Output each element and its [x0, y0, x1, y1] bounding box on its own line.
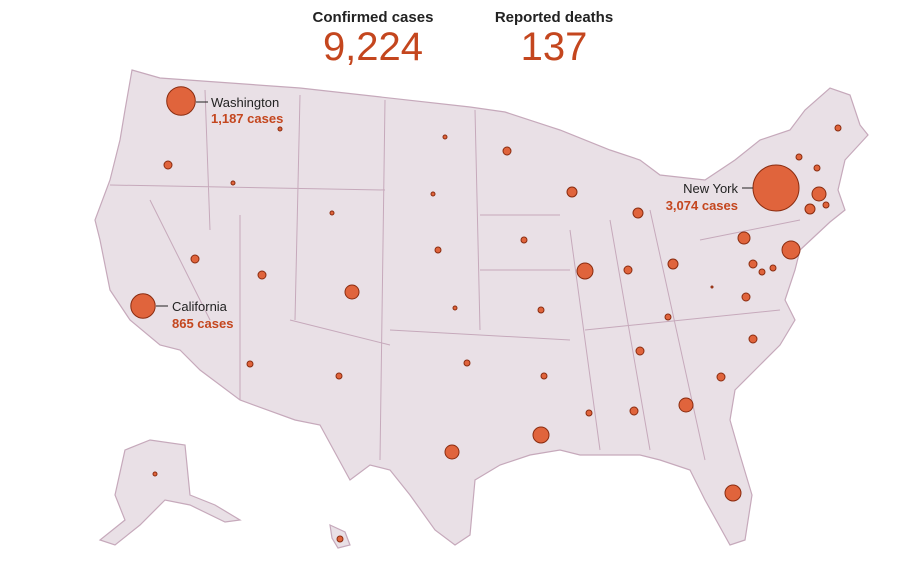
bubble — [623, 265, 633, 275]
bubble — [344, 284, 360, 300]
bubble — [566, 186, 578, 198]
bubble — [152, 471, 158, 477]
bubble — [257, 270, 267, 280]
bubble — [246, 360, 254, 368]
deaths-label: Reported deaths — [495, 9, 613, 26]
state-name: Washington — [211, 95, 279, 110]
bubble — [752, 164, 800, 212]
bubble — [540, 372, 548, 380]
case-label: 865 cases — [172, 316, 233, 331]
bubble — [758, 268, 766, 276]
bubble — [585, 409, 593, 417]
bubble — [632, 207, 644, 219]
bubble — [166, 86, 196, 116]
bubble — [502, 146, 512, 156]
land — [94, 69, 869, 549]
bubble — [520, 236, 528, 244]
bubble — [463, 359, 471, 367]
case-label: 3,074 cases — [666, 198, 738, 213]
bubble — [811, 186, 827, 202]
bubble — [710, 285, 714, 289]
leaders — [156, 101, 753, 307]
bubble — [532, 426, 550, 444]
bubble — [664, 313, 672, 321]
bubble — [804, 203, 816, 215]
bubble — [737, 231, 751, 245]
confirmed-value: 9,224 — [323, 25, 423, 69]
bubble — [190, 254, 200, 264]
bubble — [781, 240, 801, 260]
bubble — [769, 264, 777, 272]
bubble — [741, 292, 751, 302]
bubble — [335, 372, 343, 380]
bubble — [629, 406, 639, 416]
bubble — [576, 262, 594, 280]
bubble — [452, 305, 458, 311]
bubble — [834, 124, 842, 132]
state-name: New York — [683, 181, 738, 196]
bubble — [434, 246, 442, 254]
bubble — [795, 153, 803, 161]
border — [109, 89, 801, 461]
bubble — [336, 535, 344, 543]
bubble — [329, 210, 335, 216]
bubble — [748, 334, 758, 344]
bubble — [667, 258, 679, 270]
deaths-value: 137 — [521, 25, 588, 69]
bubble — [748, 259, 758, 269]
bubble — [813, 164, 821, 172]
confirmed-label: Confirmed cases — [313, 9, 434, 26]
bubble — [724, 484, 742, 502]
bubble — [163, 160, 173, 170]
alaska — [98, 439, 242, 546]
state-name: California — [172, 299, 228, 314]
state-borders — [109, 89, 801, 461]
bubble — [716, 372, 726, 382]
bubbles — [130, 86, 842, 543]
bubble — [678, 397, 694, 413]
bubble — [430, 191, 436, 197]
bubble — [230, 180, 236, 186]
bubble — [444, 444, 460, 460]
bubble — [635, 346, 645, 356]
bubble — [537, 306, 545, 314]
bubble — [822, 201, 830, 209]
contiguous-us — [94, 69, 869, 546]
bubble — [442, 134, 448, 140]
bubble — [277, 126, 283, 132]
bubble — [130, 293, 156, 319]
case-label: 1,187 cases — [211, 111, 283, 126]
